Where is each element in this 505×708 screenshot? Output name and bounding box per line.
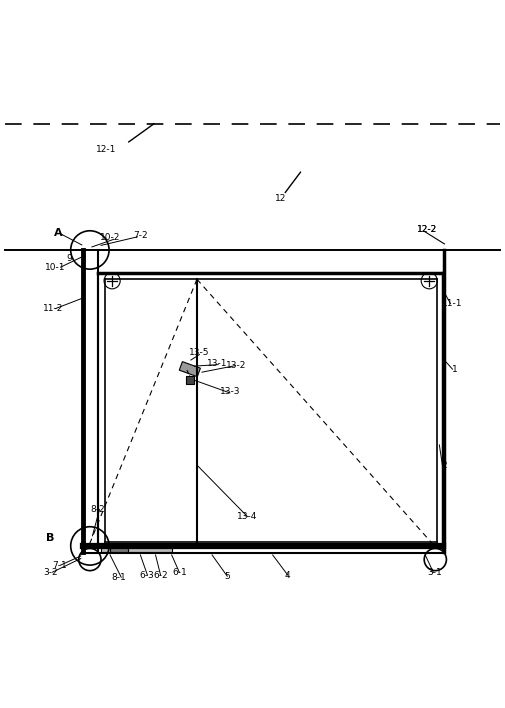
Text: 6-3: 6-3 [139,571,154,580]
Text: 12-2: 12-2 [417,224,437,234]
Text: 12-1: 12-1 [96,145,116,154]
Text: 3-1: 3-1 [427,568,442,576]
Text: 4: 4 [285,571,291,580]
Text: 13-1: 13-1 [207,359,227,368]
Text: 10-1: 10-1 [45,263,66,272]
Bar [101,547,172,552]
Text: 11-1: 11-1 [442,299,462,308]
Text: 11-2: 11-2 [43,304,63,313]
Text: 7-2: 7-2 [133,231,147,240]
Bar [186,376,194,384]
Text: 13-4: 13-4 [237,512,258,521]
Text: 2: 2 [441,461,447,469]
Text: 6-2: 6-2 [154,571,168,580]
Text: 12-2: 12-2 [417,224,437,234]
Text: 13-3: 13-3 [220,387,240,396]
Text: 6-1: 6-1 [172,568,187,576]
Bar [179,362,200,377]
Text: 12: 12 [275,195,286,203]
Text: 5: 5 [224,571,230,581]
Text: 9: 9 [67,253,73,263]
Text: 10-2: 10-2 [100,234,120,242]
Text: 8-1: 8-1 [112,573,127,582]
Text: B: B [46,533,55,543]
Text: A: A [54,228,63,238]
Text: 3-2: 3-2 [43,568,58,576]
Text: 13-5: 13-5 [189,348,210,358]
Text: 13-2: 13-2 [226,360,246,370]
Text: 7-1: 7-1 [52,561,67,570]
Text: 8-2: 8-2 [90,505,105,514]
Bar [110,544,128,552]
Text: 1: 1 [451,365,458,374]
